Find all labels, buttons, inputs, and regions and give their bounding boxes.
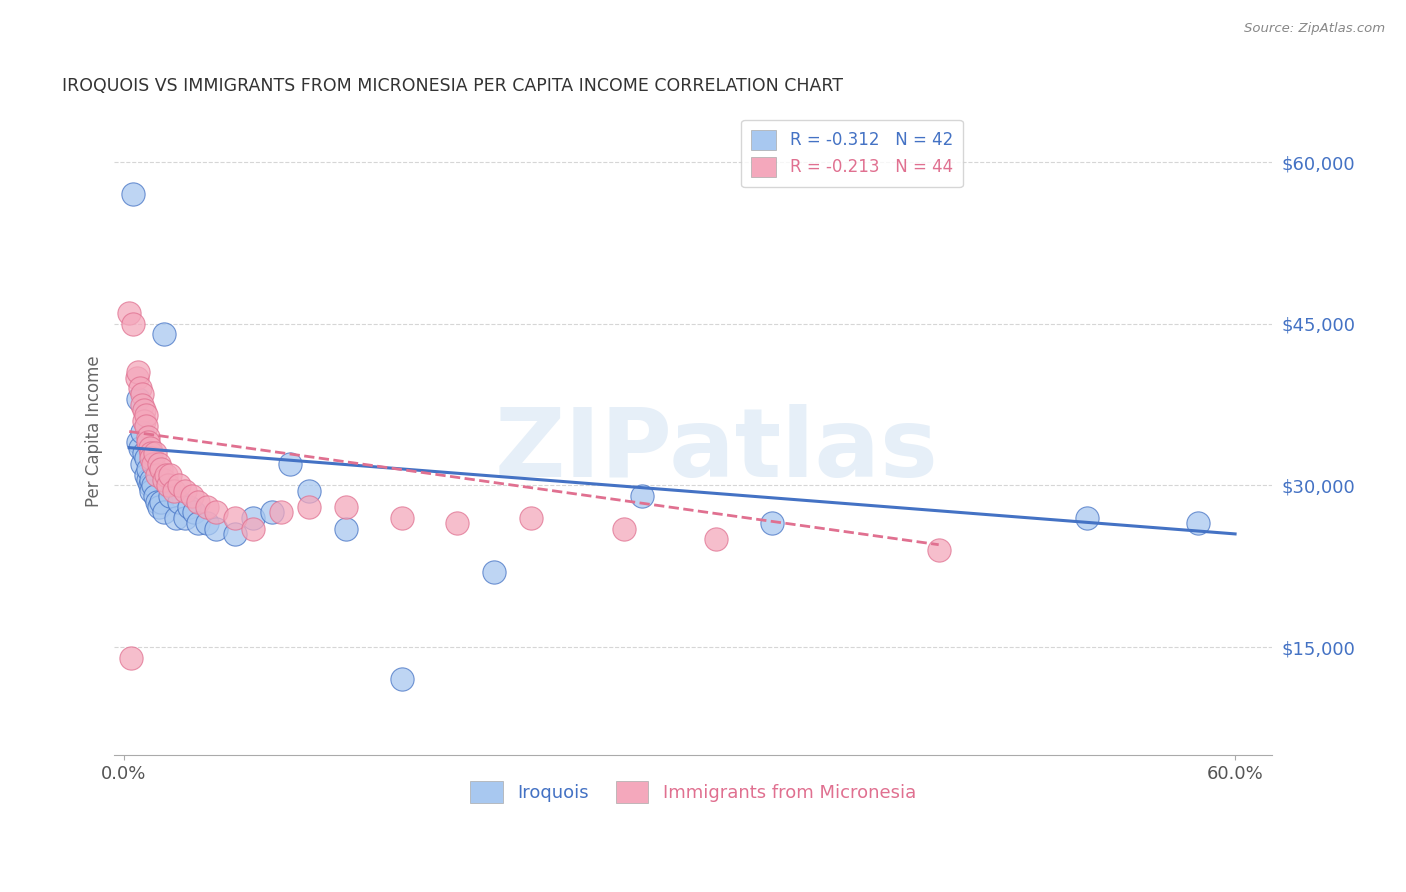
Point bbox=[132, 446, 155, 460]
Point bbox=[153, 505, 176, 519]
Point bbox=[205, 505, 228, 519]
Point bbox=[122, 187, 145, 202]
Point bbox=[195, 516, 218, 530]
Point bbox=[142, 478, 165, 492]
Point bbox=[131, 386, 153, 401]
Point bbox=[205, 522, 228, 536]
Point bbox=[391, 673, 413, 687]
Point bbox=[141, 451, 163, 466]
Y-axis label: Per Capita Income: Per Capita Income bbox=[86, 356, 103, 508]
Point bbox=[173, 483, 195, 498]
Point bbox=[165, 510, 187, 524]
Point bbox=[132, 414, 155, 428]
Point bbox=[928, 543, 950, 558]
Point bbox=[520, 510, 543, 524]
Point bbox=[132, 403, 155, 417]
Point bbox=[125, 370, 148, 384]
Text: ZIPatlas: ZIPatlas bbox=[495, 404, 938, 498]
Point bbox=[136, 473, 159, 487]
Point bbox=[613, 522, 636, 536]
Point bbox=[224, 527, 246, 541]
Point bbox=[159, 467, 181, 482]
Point bbox=[128, 392, 150, 406]
Point bbox=[224, 510, 246, 524]
Point bbox=[242, 522, 264, 536]
Point bbox=[260, 505, 283, 519]
Point bbox=[122, 317, 145, 331]
Point bbox=[270, 505, 292, 519]
Point bbox=[131, 398, 153, 412]
Point bbox=[136, 430, 159, 444]
Point bbox=[131, 425, 153, 439]
Point bbox=[163, 483, 186, 498]
Point bbox=[153, 327, 176, 342]
Point bbox=[146, 467, 169, 482]
Text: IROQUOIS VS IMMIGRANTS FROM MICRONESIA PER CAPITA INCOME CORRELATION CHART: IROQUOIS VS IMMIGRANTS FROM MICRONESIA P… bbox=[62, 78, 844, 95]
Point bbox=[136, 435, 159, 450]
Point bbox=[761, 516, 783, 530]
Point bbox=[135, 451, 157, 466]
Point bbox=[183, 505, 205, 519]
Point bbox=[631, 489, 654, 503]
Point bbox=[143, 489, 166, 503]
Point bbox=[135, 419, 157, 434]
Point bbox=[129, 441, 152, 455]
Point bbox=[167, 478, 190, 492]
Text: Source: ZipAtlas.com: Source: ZipAtlas.com bbox=[1244, 22, 1385, 36]
Point bbox=[280, 457, 302, 471]
Point bbox=[129, 381, 152, 395]
Point bbox=[391, 510, 413, 524]
Point bbox=[242, 510, 264, 524]
Point bbox=[173, 510, 195, 524]
Point bbox=[155, 467, 177, 482]
Point bbox=[128, 435, 150, 450]
Point bbox=[138, 441, 160, 455]
Point bbox=[153, 473, 176, 487]
Point bbox=[149, 462, 172, 476]
Point bbox=[335, 500, 357, 514]
Point bbox=[148, 457, 170, 471]
Point bbox=[118, 306, 141, 320]
Point bbox=[135, 409, 157, 423]
Point bbox=[148, 500, 170, 514]
Point bbox=[138, 478, 160, 492]
Point bbox=[706, 533, 728, 547]
Point bbox=[446, 516, 468, 530]
Point bbox=[136, 462, 159, 476]
Point bbox=[141, 473, 163, 487]
Point bbox=[335, 522, 357, 536]
Point bbox=[187, 516, 209, 530]
Point bbox=[142, 457, 165, 471]
Point bbox=[146, 494, 169, 508]
Point bbox=[482, 565, 505, 579]
Point bbox=[177, 500, 200, 514]
Point bbox=[157, 478, 180, 492]
Point bbox=[181, 489, 204, 503]
Point bbox=[141, 483, 163, 498]
Point bbox=[298, 500, 321, 514]
Point bbox=[149, 494, 172, 508]
Legend: Iroquois, Immigrants from Micronesia: Iroquois, Immigrants from Micronesia bbox=[463, 774, 924, 811]
Point bbox=[159, 489, 181, 503]
Point bbox=[298, 483, 321, 498]
Point bbox=[195, 500, 218, 514]
Point bbox=[187, 494, 209, 508]
Point bbox=[131, 457, 153, 471]
Point bbox=[167, 494, 190, 508]
Point bbox=[141, 446, 163, 460]
Point bbox=[135, 467, 157, 482]
Point bbox=[1187, 516, 1209, 530]
Point bbox=[120, 651, 142, 665]
Point bbox=[143, 446, 166, 460]
Point bbox=[128, 365, 150, 379]
Point bbox=[1076, 510, 1098, 524]
